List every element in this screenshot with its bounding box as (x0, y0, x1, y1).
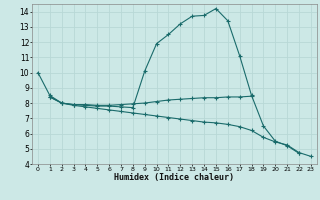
X-axis label: Humidex (Indice chaleur): Humidex (Indice chaleur) (115, 173, 234, 182)
